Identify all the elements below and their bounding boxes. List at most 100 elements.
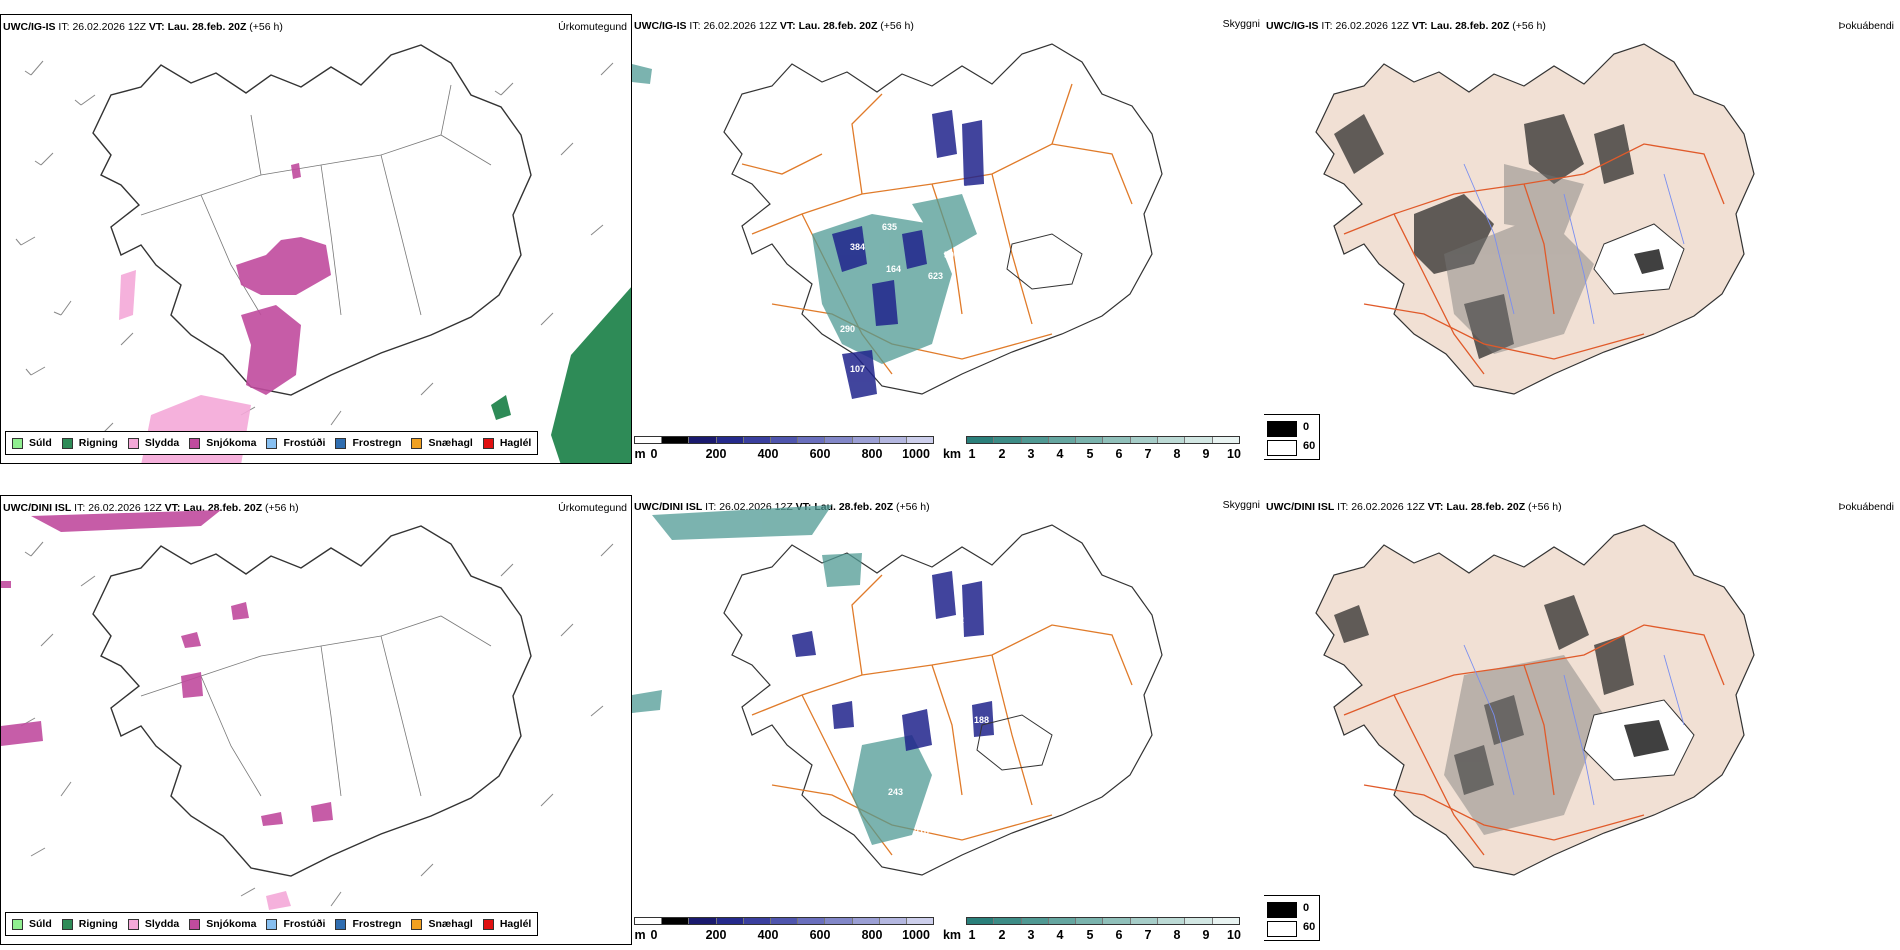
it-value: 26.02.2026 12Z (72, 21, 146, 33)
visibility-colorbar-strip (966, 917, 1240, 925)
legend-swatch (335, 437, 347, 449)
road-network (1343, 143, 1725, 375)
fog-legend-low-label: 60 (1303, 921, 1316, 933)
sleet-areas (266, 891, 291, 910)
colorbar-unit: m (634, 928, 646, 942)
spot-label: 635 (882, 222, 897, 232)
panel-header: UWC/IG-IS IT: 26.02.2026 12Z VT: Lau. 28… (3, 21, 283, 33)
visibility-areas (632, 505, 932, 845)
legend-swatch (266, 918, 278, 930)
fog-shading (1334, 114, 1634, 359)
it-label: IT: (705, 501, 717, 513)
legend-label: Frostúði (283, 437, 326, 449)
colorbar-tick: 6 (1115, 447, 1123, 461)
iceland-coastline (723, 43, 1163, 395)
cloud-map: 92 188 243 210 208 171 76 205 (632, 505, 1163, 876)
it-label: IT: (1321, 20, 1333, 32)
legend-item: Haglél (482, 437, 532, 449)
legend-item: Haglél (482, 918, 532, 930)
lead-time: (+56 h) (249, 21, 283, 33)
legend-swatch (266, 437, 278, 449)
cloud-panel-row1: UWC/IG-IS IT: 26.02.2026 12Z VT: Lau. 28… (632, 14, 1264, 464)
spot-label: 205 (932, 741, 947, 751)
river-network (1463, 644, 1685, 806)
panel-header: UWC/IG-IS IT: 26.02.2026 12Z VT: Lau. 28… (634, 20, 914, 32)
legend-label: Súld (29, 918, 52, 930)
iceland-coastline (92, 44, 532, 396)
colorbar-tick: 600 (809, 447, 831, 461)
vt-label: VT: (1427, 501, 1444, 513)
vt-label: VT: (148, 21, 165, 33)
it-value: 26.02.2026 12Z (1351, 501, 1425, 513)
vt-label: VT: (164, 502, 181, 514)
model-name: UWC/IG-IS (634, 20, 687, 32)
legend-swatch (12, 918, 23, 930)
vt-label: VT: (1411, 20, 1428, 32)
colorbar-tick: 6 (1115, 928, 1123, 942)
legend-item: Frostúði (266, 437, 325, 449)
legend-label: Snæhagl (428, 437, 473, 449)
road-network (1343, 624, 1725, 856)
vt-value: Lau. 28.feb. 20Z (167, 21, 247, 33)
fog-panel-row1: UWC/IG-IS IT: 26.02.2026 12Z VT: Lau. 28… (1264, 14, 1900, 464)
fog-legend-high-swatch (1267, 421, 1297, 437)
legend-item: Rigning (61, 437, 118, 449)
model-name: UWC/IG-IS (1266, 20, 1319, 32)
legend-item: Slydda (127, 437, 179, 449)
snow-areas (236, 163, 331, 395)
legend-swatch (482, 918, 494, 930)
cloud-panel-row2: UWC/DINI ISL IT: 26.02.2026 12Z VT: Lau.… (632, 495, 1264, 945)
spot-label: 506 (944, 250, 959, 260)
vt-label: VT: (779, 20, 796, 32)
snow-areas (1, 510, 333, 826)
legend-label: Snjókoma (206, 437, 257, 449)
panel-title: Skyggni (1222, 18, 1260, 30)
panel-title: Þokuábendi (1838, 20, 1894, 32)
colorbar-tick: 7 (1144, 928, 1152, 942)
wind-barbs (20, 541, 614, 907)
spot-label: 92 (954, 615, 964, 625)
fog-map (1315, 524, 1755, 876)
spot-label: 208 (894, 843, 909, 853)
legend-label: Haglél (499, 437, 532, 449)
fog-legend-high-swatch (1267, 902, 1297, 918)
colorbar-tick: 800 (861, 928, 883, 942)
colorbar-tick: 200 (705, 447, 727, 461)
legend-label: Haglél (499, 918, 532, 930)
spot-label: 623 (928, 271, 943, 281)
colorbar-tick: 1000 (902, 447, 930, 461)
spot-label: 384 (850, 242, 865, 252)
legend-swatch (411, 437, 423, 449)
panel-title: Úrkomutegund (558, 21, 627, 33)
legend-label: Súld (29, 437, 52, 449)
colorbar-tick: 9 (1202, 928, 1210, 942)
spot-label: 76 (888, 703, 898, 713)
fog-legend-low-swatch (1267, 921, 1297, 937)
legend-swatch (127, 437, 139, 449)
ceiling-areas (832, 110, 984, 399)
lead-time: (+56 h) (896, 501, 930, 513)
fog-legend: 0 60 (1264, 895, 1320, 941)
glacier-fog (1634, 249, 1664, 274)
legend-item: Frostúði (266, 918, 325, 930)
spot-label: 120 (956, 184, 971, 194)
visibility-colorbar-strip (966, 436, 1240, 444)
spot-label: 188 (974, 715, 989, 725)
colorbar-tick: 7 (1144, 447, 1152, 461)
fog-map (1315, 43, 1755, 395)
colorbar-tick: 200 (705, 928, 727, 942)
colorbar-tick: 4 (1056, 447, 1064, 461)
colorbar-tick: 10 (1227, 447, 1241, 461)
visibility-areas (632, 64, 977, 364)
model-name: UWC/DINI ISL (634, 501, 703, 513)
vt-value: Lau. 28.feb. 20Z (814, 501, 894, 513)
legend-swatch (482, 437, 494, 449)
colorbar-unit: km (942, 447, 962, 461)
spot-label: 107 (850, 364, 865, 374)
fog-legend-low-label: 60 (1303, 440, 1316, 452)
legend-swatch (12, 437, 23, 449)
glacier-outline (976, 714, 1053, 771)
spot-label: 210 (914, 827, 929, 837)
iceland-coastline (723, 524, 1163, 876)
panel-header: UWC/IG-IS IT: 26.02.2026 12Z VT: Lau. 28… (1266, 20, 1546, 32)
